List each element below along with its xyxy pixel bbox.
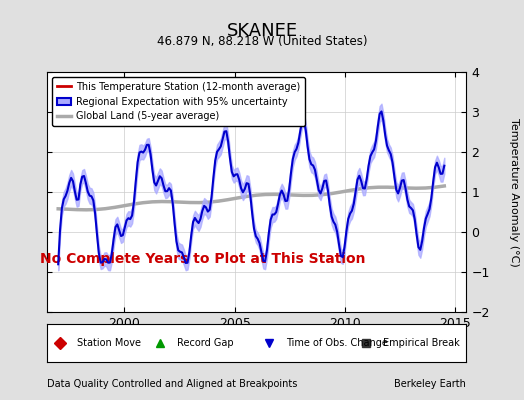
Legend: This Temperature Station (12-month average), Regional Expectation with 95% uncer: This Temperature Station (12-month avera… (52, 77, 305, 126)
Text: Berkeley Earth: Berkeley Earth (395, 379, 466, 389)
Text: Station Move: Station Move (77, 338, 140, 348)
Y-axis label: Temperature Anomaly (°C): Temperature Anomaly (°C) (509, 118, 519, 266)
Text: Data Quality Controlled and Aligned at Breakpoints: Data Quality Controlled and Aligned at B… (47, 379, 298, 389)
Text: 46.879 N, 88.218 W (United States): 46.879 N, 88.218 W (United States) (157, 35, 367, 48)
Text: SKANEE: SKANEE (226, 22, 298, 40)
Text: Empirical Break: Empirical Break (383, 338, 459, 348)
Text: Record Gap: Record Gap (177, 338, 234, 348)
Text: No Complete Years to Plot at This Station: No Complete Years to Plot at This Statio… (39, 252, 365, 266)
Text: Time of Obs. Change: Time of Obs. Change (286, 338, 388, 348)
